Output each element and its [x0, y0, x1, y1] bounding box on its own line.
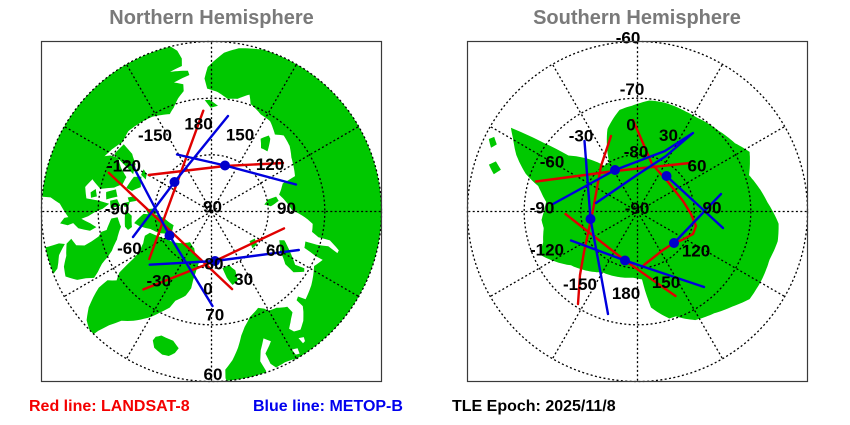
svg-text:Blue line: METOP-B: Blue line: METOP-B — [253, 398, 403, 415]
svg-text:-90: -90 — [625, 199, 650, 218]
svg-text:70: 70 — [205, 306, 224, 325]
svg-text:0: 0 — [626, 116, 635, 135]
svg-text:-60: -60 — [540, 153, 565, 172]
svg-text:180: 180 — [612, 284, 640, 303]
svg-text:TLE Epoch: 2025/11/8: TLE Epoch: 2025/11/8 — [452, 398, 616, 415]
svg-text:-70: -70 — [620, 80, 645, 99]
svg-text:180: 180 — [184, 115, 212, 134]
svg-text:90: 90 — [203, 198, 222, 217]
svg-text:-90: -90 — [530, 199, 555, 218]
svg-text:-30: -30 — [147, 271, 172, 290]
svg-text:-30: -30 — [569, 127, 594, 146]
svg-text:Red line: LANDSAT-8: Red line: LANDSAT-8 — [29, 398, 190, 415]
svg-text:60: 60 — [266, 241, 285, 260]
svg-text:120: 120 — [256, 155, 284, 174]
svg-text:120: 120 — [682, 242, 710, 261]
svg-text:80: 80 — [205, 255, 224, 274]
svg-text:-120: -120 — [107, 157, 141, 176]
svg-text:-150: -150 — [138, 126, 172, 145]
svg-text:-120: -120 — [530, 241, 564, 260]
svg-text:0: 0 — [203, 280, 212, 299]
svg-text:-150: -150 — [563, 275, 597, 294]
svg-text:30: 30 — [234, 270, 253, 289]
svg-text:150: 150 — [226, 126, 254, 145]
svg-text:Northern Hemisphere: Northern Hemisphere — [109, 7, 314, 29]
svg-text:-60: -60 — [616, 29, 641, 48]
svg-text:150: 150 — [652, 273, 680, 292]
svg-text:Southern Hemisphere: Southern Hemisphere — [533, 7, 741, 29]
svg-text:-80: -80 — [624, 143, 649, 162]
svg-text:60: 60 — [204, 365, 223, 384]
svg-text:60: 60 — [688, 157, 707, 176]
svg-text:-60: -60 — [117, 239, 142, 258]
svg-text:90: 90 — [703, 199, 722, 218]
svg-text:30: 30 — [659, 126, 678, 145]
svg-text:90: 90 — [277, 199, 296, 218]
svg-text:-90: -90 — [105, 200, 130, 219]
